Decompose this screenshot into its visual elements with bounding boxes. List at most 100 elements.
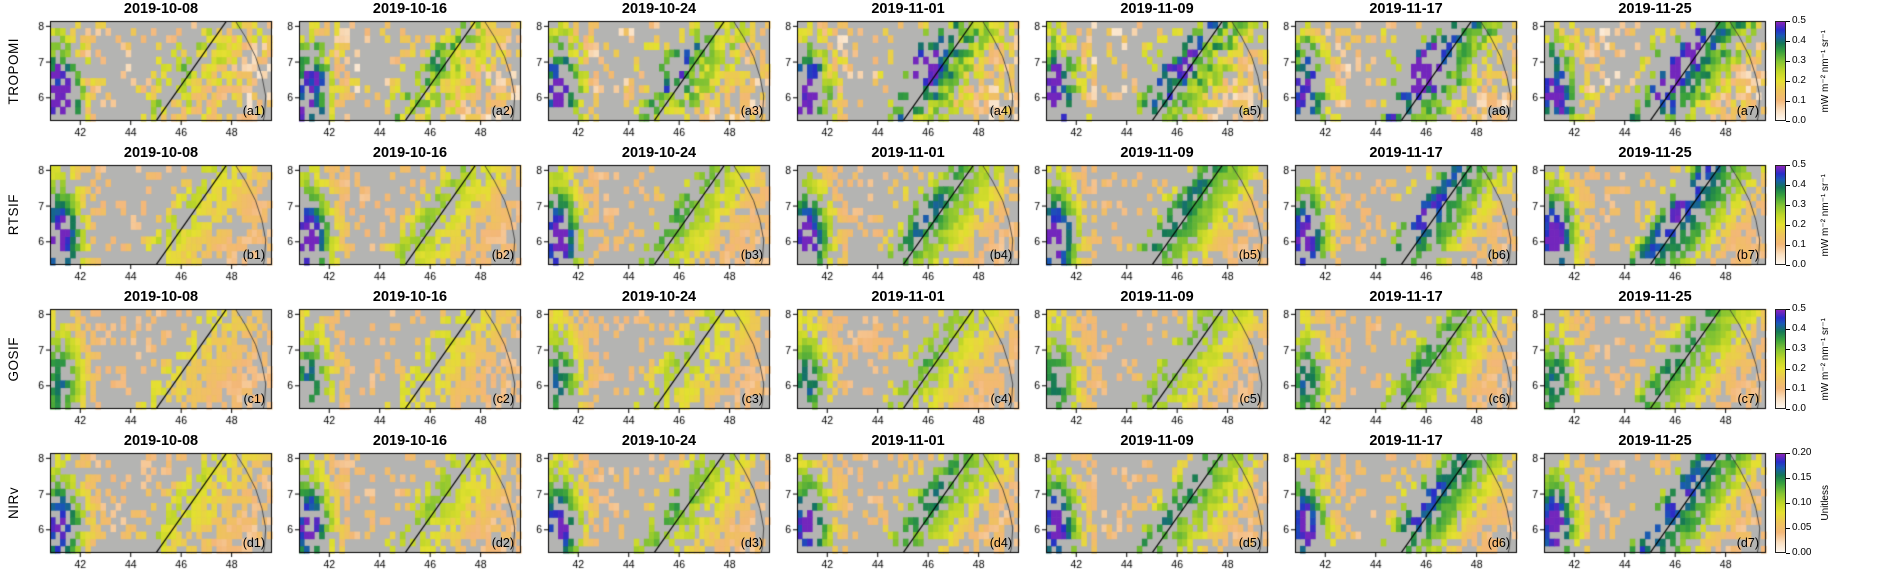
map-panel: 2019-10-24 (a3) [524, 0, 773, 142]
panel-label: (d2) [491, 536, 514, 550]
heatmap-canvas [275, 18, 524, 142]
map-panel: 2019-10-08 (b1) [26, 144, 275, 286]
colorbar-tick-mark [1786, 477, 1790, 479]
panel-label: (c2) [492, 392, 514, 406]
row-label: GOSIF [0, 288, 26, 430]
panel-date-title: 2019-11-25 [1618, 289, 1692, 305]
heatmap-canvas [1520, 306, 1769, 430]
colorbar: 0.5 0.4 0.3 0.2 0.1 0.0 mW m⁻² nm⁻¹ sr⁻¹ [1769, 304, 1892, 414]
map-panel: 2019-10-08 (d1) [26, 432, 275, 574]
map-panel: 2019-10-24 (d3) [524, 432, 773, 574]
heatmap-canvas [524, 162, 773, 286]
map-panel: 2019-10-24 (b3) [524, 144, 773, 286]
panel-label: (c6) [1488, 392, 1510, 406]
panel-label: (d5) [1238, 536, 1261, 550]
heatmap-canvas [1271, 450, 1520, 574]
colorbar-tick-mark [1786, 502, 1790, 504]
colorbar-tick-mark [1786, 408, 1790, 410]
panel-label: (c4) [990, 392, 1012, 406]
map-panel: 2019-11-09 (b5) [1022, 144, 1271, 286]
colorbar-tick-label: 0.5 [1792, 15, 1806, 26]
colorbar-ticks: 0.5 0.4 0.3 0.2 0.1 0.0 [1786, 16, 1820, 126]
panel-label: (b6) [1487, 248, 1510, 262]
panel-date-title: 2019-11-09 [1120, 433, 1194, 449]
colorbar-tick-mark [1786, 120, 1790, 122]
colorbar-tick-label: 0.2 [1792, 219, 1806, 230]
map-panel: 2019-11-25 (d7) [1520, 432, 1769, 574]
colorbar-unit: mW m⁻² nm⁻¹ sr⁻¹ [1820, 21, 1831, 121]
figure-row: GOSIF 2019-10-08 (c1) 2019-10-16 (c2) 2019-10… [0, 288, 1892, 432]
panel-date-title: 2019-11-17 [1369, 145, 1443, 161]
colorbar-tick-mark [1786, 264, 1790, 266]
map-panel: 2019-10-16 (a2) [275, 0, 524, 142]
heatmap-canvas [773, 306, 1022, 430]
heatmap-canvas [773, 450, 1022, 574]
colorbar-tick-mark [1786, 388, 1790, 390]
map-panel: 2019-11-17 (d6) [1271, 432, 1520, 574]
heatmap-canvas [524, 306, 773, 430]
heatmap-canvas [1520, 162, 1769, 286]
colorbar-tick-label: 0.0 [1792, 259, 1806, 270]
colorbar-tick-mark [1786, 368, 1790, 370]
panel-date-title: 2019-10-24 [621, 1, 697, 17]
colorbar-unit: mW m⁻² nm⁻¹ sr⁻¹ [1820, 165, 1831, 265]
colorbar-tick-label: 0.2 [1792, 75, 1806, 86]
colorbar-tick-mark [1786, 40, 1790, 42]
map-panel: 2019-11-09 (a5) [1022, 0, 1271, 142]
colorbar-tick-label: 0.1 [1792, 95, 1806, 106]
figure-row: NIRv 2019-10-08 (d1) 2019-10-16 (d2) 2019-10-… [0, 432, 1892, 576]
colorbar-tick-mark [1786, 328, 1790, 330]
colorbar-tick-label: 0.0 [1792, 115, 1806, 126]
colorbar-tick-label: 0.20 [1792, 447, 1812, 458]
panel-label: (b7) [1736, 248, 1759, 262]
colorbar-tick-mark [1786, 224, 1790, 226]
panel-label: (c1) [243, 392, 265, 406]
panel-label: (d3) [740, 536, 763, 550]
colorbar-gradient [1775, 21, 1786, 121]
colorbar-tick-mark [1786, 20, 1790, 22]
colorbar-tick-label: 0.3 [1792, 343, 1806, 354]
colorbar-gradient [1775, 309, 1786, 409]
colorbar-tick-label: 0.4 [1792, 35, 1806, 46]
heatmap-canvas [1022, 18, 1271, 142]
colorbar-tick-mark [1786, 204, 1790, 206]
panel-date-title: 2019-11-17 [1369, 1, 1443, 17]
figure-row: RTSIF 2019-10-08 (b1) 2019-10-16 (b2) 2019-10… [0, 144, 1892, 288]
map-panel: 2019-10-16 (c2) [275, 288, 524, 430]
panel-date-title: 2019-11-25 [1618, 433, 1692, 449]
panel-date-title: 2019-10-16 [372, 433, 448, 449]
colorbar: 0.5 0.4 0.3 0.2 0.1 0.0 mW m⁻² nm⁻¹ sr⁻¹ [1769, 16, 1892, 126]
colorbar-ticks: 0.5 0.4 0.3 0.2 0.1 0.0 [1786, 160, 1820, 270]
panel-label: (a5) [1238, 104, 1261, 118]
heatmap-canvas [1022, 306, 1271, 430]
colorbar-tick-label: 0.3 [1792, 199, 1806, 210]
panel-date-title: 2019-11-25 [1618, 1, 1692, 17]
colorbar-tick-label: 0.3 [1792, 55, 1806, 66]
row-variable-label: TROPOMI [5, 37, 21, 105]
heatmap-canvas [275, 162, 524, 286]
colorbar-tick-label: 0.00 [1792, 547, 1812, 558]
colorbar-unit-label: mW m⁻² nm⁻¹ sr⁻¹ [1820, 29, 1831, 113]
panel-label: (b5) [1238, 248, 1261, 262]
heatmap-canvas [1271, 306, 1520, 430]
map-panel: 2019-11-01 (a4) [773, 0, 1022, 142]
colorbar: 0.20 0.15 0.10 0.05 0.00 Unitless [1769, 448, 1892, 558]
colorbar-tick-label: 0.5 [1792, 303, 1806, 314]
panel-label: (d6) [1487, 536, 1510, 550]
colorbar-tick-mark [1786, 164, 1790, 166]
heatmap-canvas [1520, 18, 1769, 142]
row-variable-label: RTSIF [5, 194, 21, 236]
row-label: NIRv [0, 432, 26, 574]
panel-date-title: 2019-10-24 [621, 289, 697, 305]
panel-date-title: 2019-11-17 [1369, 433, 1443, 449]
panel-date-title: 2019-11-09 [1120, 145, 1194, 161]
heatmap-canvas [773, 162, 1022, 286]
heatmap-canvas [1520, 450, 1769, 574]
colorbar-tick-label: 0.1 [1792, 383, 1806, 394]
map-panel: 2019-11-17 (b6) [1271, 144, 1520, 286]
heatmap-canvas [275, 306, 524, 430]
heatmap-canvas [773, 18, 1022, 142]
panel-label: (b3) [740, 248, 763, 262]
panel-date-title: 2019-11-09 [1120, 289, 1194, 305]
figure-row: TROPOMI 2019-10-08 (a1) 2019-10-16 (a2) 2019-… [0, 0, 1892, 144]
